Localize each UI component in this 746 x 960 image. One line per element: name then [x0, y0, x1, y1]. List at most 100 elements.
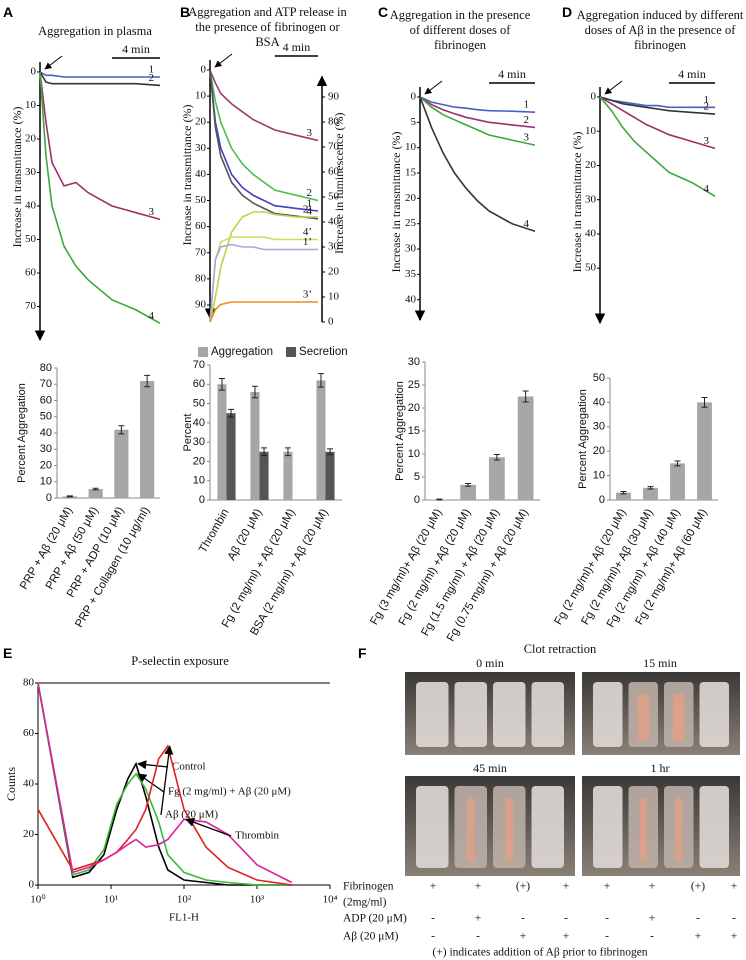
- series-label: 4: [524, 218, 530, 230]
- error-bar: [436, 498, 443, 501]
- cell: +: [731, 881, 738, 893]
- series-line: [209, 69, 319, 142]
- y-tick-label: 60: [193, 378, 205, 390]
- series-label: 2: [307, 187, 313, 199]
- y-tick-label: 70: [195, 246, 207, 258]
- cell: -: [431, 913, 435, 925]
- bar: [259, 451, 269, 500]
- tube: [493, 682, 526, 747]
- cell: +: [731, 931, 738, 943]
- x-tick-label: 10¹: [104, 894, 118, 906]
- series-line: [419, 96, 536, 113]
- cell: -: [732, 913, 736, 925]
- chart-title: Aggregation in the presence of different…: [389, 8, 531, 52]
- bar: [316, 380, 326, 500]
- y-tick-label: 0: [199, 494, 205, 506]
- cell: -: [476, 931, 480, 943]
- chart-title: P-selectin exposure: [131, 654, 229, 668]
- series-line: [599, 96, 716, 197]
- tube: [593, 682, 623, 747]
- series-line: [209, 243, 318, 323]
- series-label: 3: [307, 127, 313, 139]
- series-line: [599, 96, 716, 115]
- y-tick-label: 20: [25, 133, 37, 145]
- x-tick-label: 10²: [177, 894, 192, 906]
- series-label: 3’: [303, 289, 312, 301]
- y-tick-label: 25: [408, 379, 420, 391]
- series-label: 1’: [303, 236, 312, 248]
- series-label: 2: [524, 114, 530, 126]
- series-label: 4’: [303, 226, 312, 238]
- bar: [460, 484, 477, 500]
- clot: [639, 798, 647, 862]
- y-tick-label: 40: [585, 228, 597, 240]
- cell: +: [649, 881, 656, 893]
- y-tick-label: 40: [405, 293, 417, 305]
- y-tick-label: 0: [46, 492, 52, 504]
- cell: -: [521, 913, 525, 925]
- panel-label: A: [3, 4, 14, 20]
- footnote: (+) indicates addition of Aβ prior to fi…: [432, 947, 647, 959]
- tube: [416, 786, 449, 868]
- series-label: 4: [149, 310, 155, 322]
- series-line: [39, 71, 161, 221]
- y-tick-label: 0: [591, 91, 597, 103]
- y-tick-label: 10: [405, 141, 417, 153]
- bar: [226, 413, 236, 500]
- y-tick-label: 30: [193, 436, 205, 448]
- y2-tick-label: 90: [328, 91, 340, 103]
- cell: +: [604, 881, 611, 893]
- error-bar: [66, 495, 73, 498]
- chart-title: Aggregation in plasma: [38, 24, 152, 38]
- y-axis-label: Counts: [4, 767, 18, 801]
- cell: -: [605, 931, 609, 943]
- y-tick-label: 50: [40, 411, 52, 423]
- y-tick-label: 30: [25, 166, 37, 178]
- y-tick-label: 5: [414, 471, 420, 483]
- start-arrow: [214, 53, 233, 68]
- error-bar: [92, 487, 99, 491]
- error-bar: [522, 390, 529, 403]
- y-tick-label: 20: [193, 455, 205, 467]
- series-line: [37, 682, 293, 884]
- bar: [616, 492, 631, 500]
- y-tick-label: 15: [408, 425, 420, 437]
- y-tick-label: 5: [411, 116, 417, 128]
- clot: [672, 694, 685, 741]
- cell: -: [650, 931, 654, 943]
- row-label: Fibrinogen: [343, 881, 394, 893]
- y-tick-label: 60: [23, 727, 35, 739]
- bar: [283, 451, 293, 500]
- y-axis-label: Increase in transmittance (%): [10, 107, 24, 248]
- series-line: [37, 744, 292, 886]
- series-line: [39, 71, 160, 78]
- y-tick-label: 20: [408, 402, 420, 414]
- y-tick-label: 30: [408, 356, 420, 368]
- y-tick-label: 25: [405, 217, 417, 229]
- series-label: 3: [704, 135, 710, 147]
- panel-label: F: [358, 645, 367, 661]
- cell: (+): [516, 881, 530, 893]
- y-tick-label: 40: [40, 427, 52, 439]
- x-tick-label: 10³: [250, 894, 265, 906]
- series-line: [599, 96, 716, 150]
- tube: [593, 786, 623, 868]
- series-label: 2’: [303, 204, 312, 216]
- cell: +: [430, 881, 437, 893]
- tube: [454, 682, 487, 747]
- cell: +: [563, 931, 570, 943]
- y-tick-label: 10: [193, 475, 205, 487]
- y2-tick-label: 30: [328, 241, 340, 253]
- y-tick-label: 80: [23, 677, 35, 689]
- error-bar: [493, 453, 500, 461]
- y-tick-label: 20: [593, 445, 605, 457]
- start-arrow: [44, 55, 63, 70]
- y-tick-label: 20: [40, 459, 52, 471]
- series-label: 3: [149, 206, 155, 218]
- panel-title: Clot retraction: [524, 642, 597, 656]
- y-tick-label: 70: [25, 300, 37, 312]
- y-tick-label: 30: [593, 421, 605, 433]
- y-axis-label: Percent: [182, 414, 194, 452]
- y-tick-label: 30: [40, 443, 52, 455]
